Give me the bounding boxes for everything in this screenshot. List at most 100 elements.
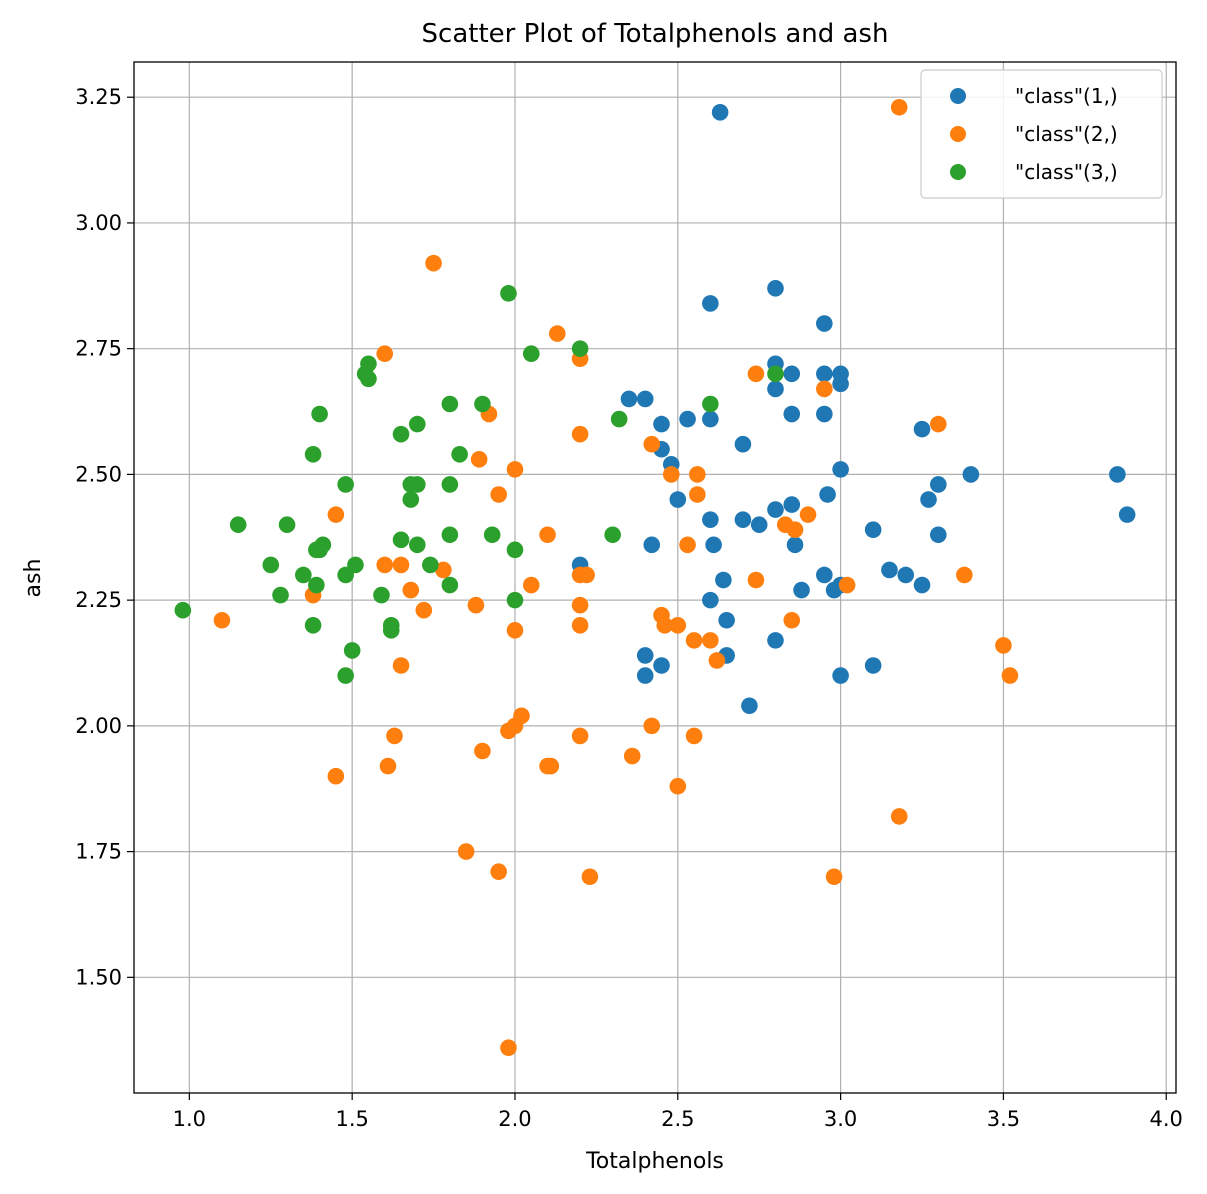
scatter-point-class-1 [816,365,833,383]
legend-label-class-1: "class"(1,) [1015,84,1118,108]
x-tick-label: 2.0 [498,1107,531,1131]
scatter-point-class-2 [379,757,397,775]
scatter-point-class-3 [402,491,420,508]
scatter-point-class-2 [571,425,589,443]
scatter-point-class-2 [825,868,843,886]
scatter-point-class-2 [623,747,641,765]
scatter-point-class-2 [376,556,394,574]
scatter-point-class-2 [747,571,765,589]
scatter-point-class-2 [327,767,345,785]
scatter-point-class-2 [816,380,833,398]
scatter-point-class-3 [373,586,390,604]
scatter-point-class-3 [337,566,354,584]
scatter-point-class-3 [308,541,325,559]
y-tick-label: 3.00 [75,211,122,235]
y-axis-label: ash [21,559,46,598]
scatter-point-class-3 [382,622,400,639]
legend: "class"(1,) "class"(2,) "class"(3,) [920,69,1163,199]
scatter-point-class-2 [500,1039,517,1057]
scatter-point-class-2 [581,868,599,886]
scatter-point-class-2 [386,727,403,745]
scatter-point-class-2 [656,616,674,634]
scatter-point-class-3 [604,526,621,544]
scatter-point-class-3 [451,445,468,463]
scatter-point-class-1 [620,390,638,408]
scatter-point-class-3 [506,591,524,609]
scatter-point-class-2 [669,777,687,795]
scatter-point-class-3 [304,616,322,634]
scatter-point-class-2 [470,451,488,468]
scatter-point-class-3 [272,586,289,604]
scatter-point-class-1 [636,647,654,664]
scatter-point-class-2 [376,345,394,362]
scatter-point-class-2 [783,611,801,629]
scatter-point-class-3 [506,541,524,559]
scatter-point-class-3 [702,395,719,413]
legend-label-class-3: "class"(3,) [1015,160,1118,184]
scatter-point-class-2 [522,576,540,594]
scatter-point-class-2 [213,611,231,629]
scatter-point-class-1 [783,365,801,383]
x-tick-label: 3.5 [987,1107,1020,1131]
scatter-point-class-1 [816,566,833,584]
scatter-point-class-2 [689,486,706,503]
scatter-point-class-3 [343,642,361,659]
scatter-point-class-3 [441,395,459,413]
scatter-point-class-3 [610,410,628,428]
scatter-point-class-3 [262,556,280,574]
legend-marker-class-1 [950,88,966,104]
legend-marker-class-3 [950,164,966,180]
scatter-point-class-1 [881,561,898,579]
scatter-point-class-2 [643,435,661,453]
scatter-point-class-1 [653,657,670,674]
scatter-point-class-3 [304,445,322,463]
y-tick-label: 2.50 [75,462,122,486]
scatter-point-class-2 [890,808,908,825]
scatter-point-class-3 [295,566,312,584]
scatter-point-class-1 [636,667,654,684]
scatter-point-class-2 [506,461,524,478]
scatter-point-class-1 [705,536,722,554]
scatter-point-class-2 [890,98,908,116]
scatter-point-class-2 [679,536,696,554]
scatter-point-class-1 [962,466,980,483]
scatter-point-class-3 [408,476,426,493]
scatter-point-class-2 [786,521,804,539]
scatter-point-class-1 [864,521,882,539]
y-tick-label: 2.25 [75,588,122,612]
scatter-point-class-3 [408,536,426,554]
scatter-point-class-2 [327,506,345,523]
x-tick-label: 3.0 [824,1107,857,1131]
scatter-point-class-1 [702,511,719,528]
scatter-point-class-1 [816,315,833,332]
scatter-point-class-2 [415,601,433,619]
scatter-point-class-1 [715,571,732,589]
scatter-point-class-2 [549,325,566,342]
scatter-point-class-1 [793,581,810,599]
scatter-point-class-2 [689,466,706,483]
legend-box [920,69,1163,199]
scatter-point-class-1 [767,280,784,297]
plot-area-frame [133,61,1177,1094]
scatter-point-class-2 [799,506,817,523]
scatter-point-class-1 [702,410,719,428]
scatter-point-class-1 [832,667,849,684]
scatter-point-class-1 [832,375,849,393]
scatter-point-class-2 [838,576,856,594]
scatter-point-class-2 [392,657,410,674]
x-axis-label: Totalphenols [585,1149,724,1174]
scatter-point-class-3 [500,285,517,302]
scatter-point-class-2 [457,843,475,860]
scatter-point-class-1 [711,103,729,121]
scatter-point-class-3 [522,345,540,362]
scatter-point-class-1 [702,591,719,609]
scatter-point-class-1 [679,410,696,428]
scatter-point-class-2 [539,526,556,544]
scatter-point-class-2 [490,863,508,881]
scatter-point-class-2 [956,566,973,584]
scatter-point-class-1 [913,420,931,438]
scatter-point-class-2 [474,742,491,760]
scatter-point-class-2 [708,652,726,669]
scatter-point-class-2 [578,566,595,584]
y-tick-label: 1.50 [75,965,122,989]
